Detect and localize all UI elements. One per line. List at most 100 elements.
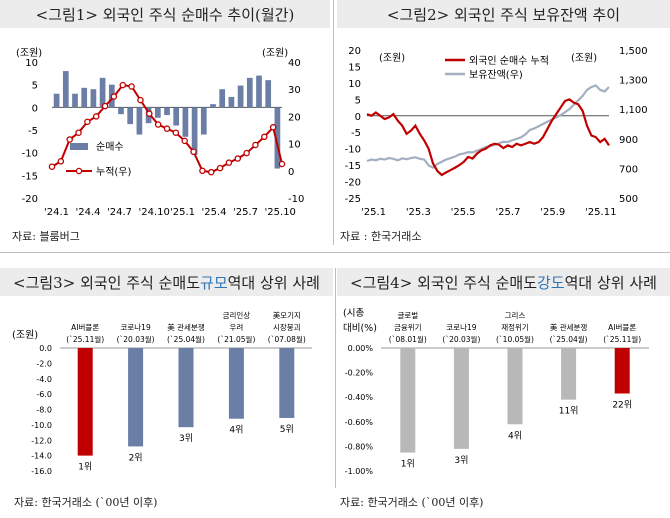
fig3-category-label: 금리인상 [223,310,251,320]
fig1-left-tick: -10 [22,149,38,160]
fig4-category-label: 금융위기 [394,323,422,332]
fig3-bar [128,348,144,447]
fig2-right-tick: 900 [619,135,638,146]
fig1-x-tick: '25.7 [233,207,258,218]
fig2-left-tick: -10 [345,145,361,156]
fig4-bar [400,348,416,453]
fig2-cumulative-line [366,98,610,177]
fig1-right-unit: (조원) [262,47,288,59]
divider-bottom [335,268,336,488]
fig1-left-tick: -5 [28,126,38,137]
fig3-y-tick: -2.0 [36,359,52,368]
fig1-left-tick: -15 [22,171,38,182]
fig2-left-tick: -25 [345,194,361,205]
fig1-left-tick: 5 [32,81,38,92]
fig3-category-label: 시장붕괴 [273,322,301,332]
fig4-category-label: (`20.03월) [442,334,480,344]
fig1-bar [246,77,253,108]
fig1-line-marker [172,129,180,136]
fig1-line-marker [128,83,135,90]
fig3-y-tick: 0.0 [39,344,52,353]
fig2-x-tick: '25.7 [495,207,520,218]
fig1-bar [200,107,207,135]
fig1-bar [219,89,226,108]
fig1-legend-bar-label: 순매수 [96,141,124,153]
fig1-bar [136,107,143,135]
fig4-bar-label: 1위 [401,459,415,470]
fig4-y-tick: -0.80% [345,442,374,451]
fig1-bar [228,96,235,108]
fig1-line-marker [252,141,259,149]
fig1-line-marker [66,136,73,143]
fig1-line-marker [190,148,197,156]
fig3-category-label: AI버블론 [71,322,99,332]
fig3-category-label: 美모기지 [273,310,301,320]
fig1-left-tick: -20 [22,194,38,205]
fig3-y-tick: -4.0 [36,375,52,384]
panel-fig1: <그림1> 외국인 주식 순매수 추이(월간) (조원) (조원) 10 5 0 -5 -1… [0,0,330,245]
fig1-bar [81,87,88,108]
fig4-source: 자료: 한국거래소 (`00년 이후) [340,496,484,509]
fig1-bar [182,107,189,137]
fig4-bar [453,348,469,449]
fig1-right-tick: 0 [288,167,294,178]
panel-fig2: <그림2> 외국인 주식 보유잔액 추이 (조원) (조원) 20 15 10 5 0 -5 -… [337,0,670,245]
fig1-x-tick: '25.10 [265,207,296,218]
fig1-bar [118,107,124,115]
fig4-bar-label: 22위 [612,400,632,411]
fig2-left-tick: 5 [355,95,361,106]
fig1-x-tick: '24.10 [139,207,170,218]
fig1-line-marker [207,168,215,176]
panel-fig4: <그림4> 외국인 주식 순매도 강도 역대 상위 사례 (시총 대비(%) 0.0… [337,268,670,488]
fig4-bar-label: 4위 [508,430,522,441]
fig2-right-tick: 500 [619,194,638,205]
fig4-y-tick: -0.20% [345,369,374,378]
fig4-unit: 대비(%) [343,323,377,334]
fig4-category-label: 재정위기 [501,322,529,332]
fig1-bar [53,93,60,108]
fig1-left-tick: 0 [32,103,38,114]
fig3-bar-label: 3위 [179,433,193,444]
fig2-legend-red-label: 외국인 순매수 누적 [469,55,549,67]
fig4-category-label: (`25.11월) [603,334,641,344]
fig3-title-highlight: 규모 [200,273,228,292]
fig3-category-label: 코로나19 [120,323,150,332]
fig2-left-tick: 10 [348,79,361,90]
fig4-title: <그림4> 외국인 주식 순매도 강도 역대 상위 사례 [337,268,670,296]
fig2-left-tick: -15 [345,161,361,172]
fig4-y-tick: 0.00% [348,344,374,353]
fig2-left-tick: 0 [355,112,361,123]
fig1-legend-line-label: 누적(우) [96,166,132,178]
fig1-bar [127,107,134,125]
fig3-category-label: (`21.05월) [217,334,255,344]
fig3-bar [279,348,295,418]
fig2-x-tick: '25.1 [361,207,386,218]
fig1-line-marker [57,158,65,165]
fig3-bar [178,348,194,428]
fig2-x-tick: '25.5 [451,207,476,218]
fig2-left-tick: -5 [351,128,361,139]
panel-fig3: <그림3> 외국인 주식 순매도 규모 역대 상위 사례 (조원) 0.0 -2.0… [0,268,333,488]
fig3-bar-label: 1위 [78,462,92,473]
fig1-line-marker [181,137,188,145]
divider-mid [0,252,670,253]
fig4-y-tick: -0.60% [345,418,374,427]
fig1-line-marker [199,167,206,175]
fig4-title-highlight: 강도 [537,273,565,292]
fig2-title: <그림2> 외국인 주식 보유잔액 추이 [337,0,670,28]
fig4-category-label: (`25.04월) [550,334,588,344]
fig1-legend-bar-swatch [70,143,88,150]
fig3-y-tick: -10.0 [31,421,52,430]
fig1-line-marker [84,118,91,126]
fig1-right-tick: -10 [288,194,304,205]
fig2-right-tick: 1,300 [619,76,648,87]
fig4-category-label: (`10.05월) [496,334,534,344]
fig1-bar [154,107,161,118]
fig3-category-label: (`25.11월) [66,334,104,344]
fig4-bar-label: 11위 [559,406,579,417]
fig1-line-marker [48,163,56,170]
fig4-category-label: 코로나19 [446,323,476,332]
fig1-line-marker [92,113,100,120]
fig4-bar [507,348,523,425]
